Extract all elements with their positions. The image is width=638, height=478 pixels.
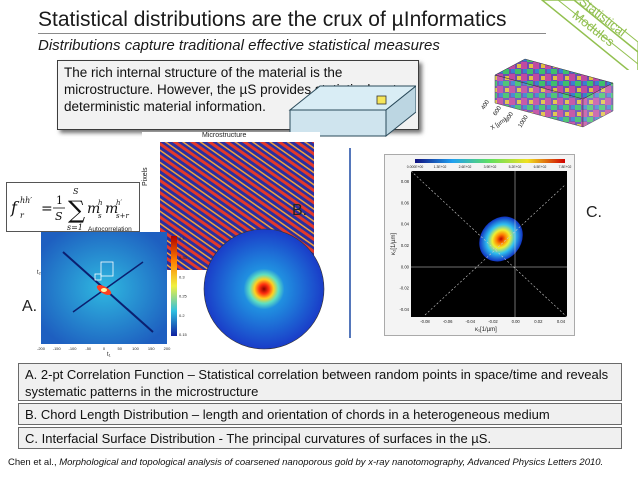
cube-x-axis: X [µm] 400 600 800 1000 (478, 70, 548, 140)
panel-divider (349, 148, 351, 338)
svg-text:s=1: s=1 (67, 223, 83, 232)
slide-title: Statistical distributions are the crux o… (38, 8, 507, 31)
caption-a: A. 2-pt Correlation Function – Statistic… (18, 363, 622, 401)
autocorrelation-colorbar (171, 236, 177, 336)
autocorrelation-colorbar-tick: 0.25 (179, 294, 188, 299)
svg-text:hh′: hh′ (20, 196, 32, 205)
autocorrelation-xtick: 200 (164, 346, 171, 351)
curvature-ytick: 0.00 (401, 264, 410, 269)
curvature-ytick: -0.02 (399, 286, 409, 291)
svg-text:S: S (73, 187, 79, 196)
curvature-xtick: -0.08 (420, 319, 430, 324)
title-divider (38, 33, 546, 34)
curvature-colorbar-tick: 1.3E+02 (434, 165, 447, 169)
curvature-ytick: 0.06 (401, 200, 410, 205)
autocorrelation-formula: f r hh′ = 1 S ∑ S s=1 m s h m s+r h′ (6, 182, 140, 232)
tab-outline (540, 0, 638, 70)
curvature-colorbar-tick: 7.8E+02 (559, 165, 572, 169)
citation: Chen et al., Morphological and topologic… (8, 457, 603, 468)
svg-text:r: r (20, 211, 25, 220)
curvature-xtick: -0.02 (488, 319, 498, 324)
microstructure-block-3d (455, 57, 615, 137)
curvature-xtick: 0.00 (512, 319, 521, 324)
curvature-colorbar-tick: 6.5E+02 (534, 165, 547, 169)
curvature-ylabel: κ₂[1/µm] (391, 233, 397, 255)
autocorrelation-xtick: 50 (118, 346, 123, 351)
autocorrelation-ylabel: t₂ (37, 270, 41, 276)
svg-text:m: m (87, 201, 100, 217)
autocorrelation-plot: Autocorrelation -200 -150 -100 -50 0 50 100 150… (33, 226, 188, 358)
panel-label-a: A. (22, 298, 38, 315)
microstructure-title: Microstructure (202, 132, 247, 139)
curvature-colorbar (415, 159, 565, 163)
svg-text:m: m (105, 201, 118, 217)
svg-text:h: h (98, 199, 103, 207)
citation-authors: Chen et al., (8, 457, 60, 468)
autocorrelation-colorbar-tick: 0.2 (179, 313, 185, 318)
caption-c: C. Interfacial Surface Distribution - Th… (18, 427, 622, 449)
curvature-ytick: 0.08 (401, 179, 410, 184)
autocorrelation-xlabel: t₁ (107, 352, 111, 358)
curvature-colorbar-tick: 2.6E+02 (459, 165, 472, 169)
curvature-colorbar-tick: 3.9E+02 (484, 165, 497, 169)
svg-text:∑: ∑ (68, 196, 85, 224)
interfacial-surface-distribution-plot: 0.000E+00 1.3E+02 2.6E+02 3.9E+02 5.2E+02 6.5… (384, 154, 575, 336)
curvature-ytick: -0.04 (399, 307, 409, 312)
autocorrelation-xtick: 0 (103, 346, 106, 351)
svg-text:400: 400 (481, 99, 492, 111)
microstructure-ylabel: Pixels (142, 167, 149, 186)
curvature-ytick: 0.02 (401, 243, 410, 248)
curvature-xtick: 0.02 (534, 319, 543, 324)
curvature-xtick: 0.04 (557, 319, 566, 324)
citation-title: Morphological and topological analysis o… (59, 457, 604, 468)
svg-text:=: = (41, 201, 53, 217)
autocorrelation-xtick: 150 (148, 346, 155, 351)
slab-illustration (288, 78, 418, 140)
autocorrelation-xtick: -100 (68, 346, 77, 351)
highlight-cube (376, 95, 387, 105)
svg-text:S: S (55, 210, 63, 223)
svg-text:s: s (98, 212, 102, 220)
autocorrelation-colorbar-tick: 0.35 (179, 255, 188, 260)
autocorrelation-colorbar-tick: 0.3 (179, 274, 185, 279)
caption-b: B. Chord Length Distribution – length an… (18, 403, 622, 425)
autocorrelation-xtick: -150 (53, 346, 62, 351)
svg-text:s+r: s+r (116, 212, 129, 220)
autocorrelation-xtick: -50 (85, 346, 92, 351)
panel-label-c: C. (586, 204, 602, 221)
curvature-colorbar-tick: 5.2E+02 (509, 165, 522, 169)
autocorrelation-xtick: -200 (37, 346, 46, 351)
curvature-colorbar-tick: 0.000E+00 (407, 165, 424, 169)
statistical-modules-tab[interactable]: StatisticalModules (528, 0, 638, 70)
slide-subtitle: Distributions capture traditional effect… (38, 37, 440, 54)
curvature-ytick: 0.04 (401, 222, 410, 227)
panel-label-b: B. (292, 202, 308, 219)
tab-inner-outline (557, 0, 638, 65)
curvature-xlabel: κ₁[1/µm] (475, 327, 497, 333)
autocorrelation-colorbar-tick: 0.15 (179, 332, 188, 337)
curvature-xtick: -0.06 (443, 319, 453, 324)
svg-text:1: 1 (56, 194, 63, 207)
svg-text:1000: 1000 (518, 114, 531, 129)
svg-text:f: f (10, 198, 20, 217)
svg-text:800: 800 (505, 111, 516, 123)
curvature-xtick: -0.04 (466, 319, 476, 324)
chord-length-distribution-disc (202, 227, 326, 351)
autocorrelation-inset-label: Autocorrelation (88, 226, 132, 233)
autocorrelation-colorbar-tick: 0.4 (179, 236, 185, 241)
svg-text:600: 600 (493, 105, 504, 117)
autocorrelation-xtick: 100 (132, 346, 139, 351)
svg-text:h′: h′ (116, 199, 123, 207)
